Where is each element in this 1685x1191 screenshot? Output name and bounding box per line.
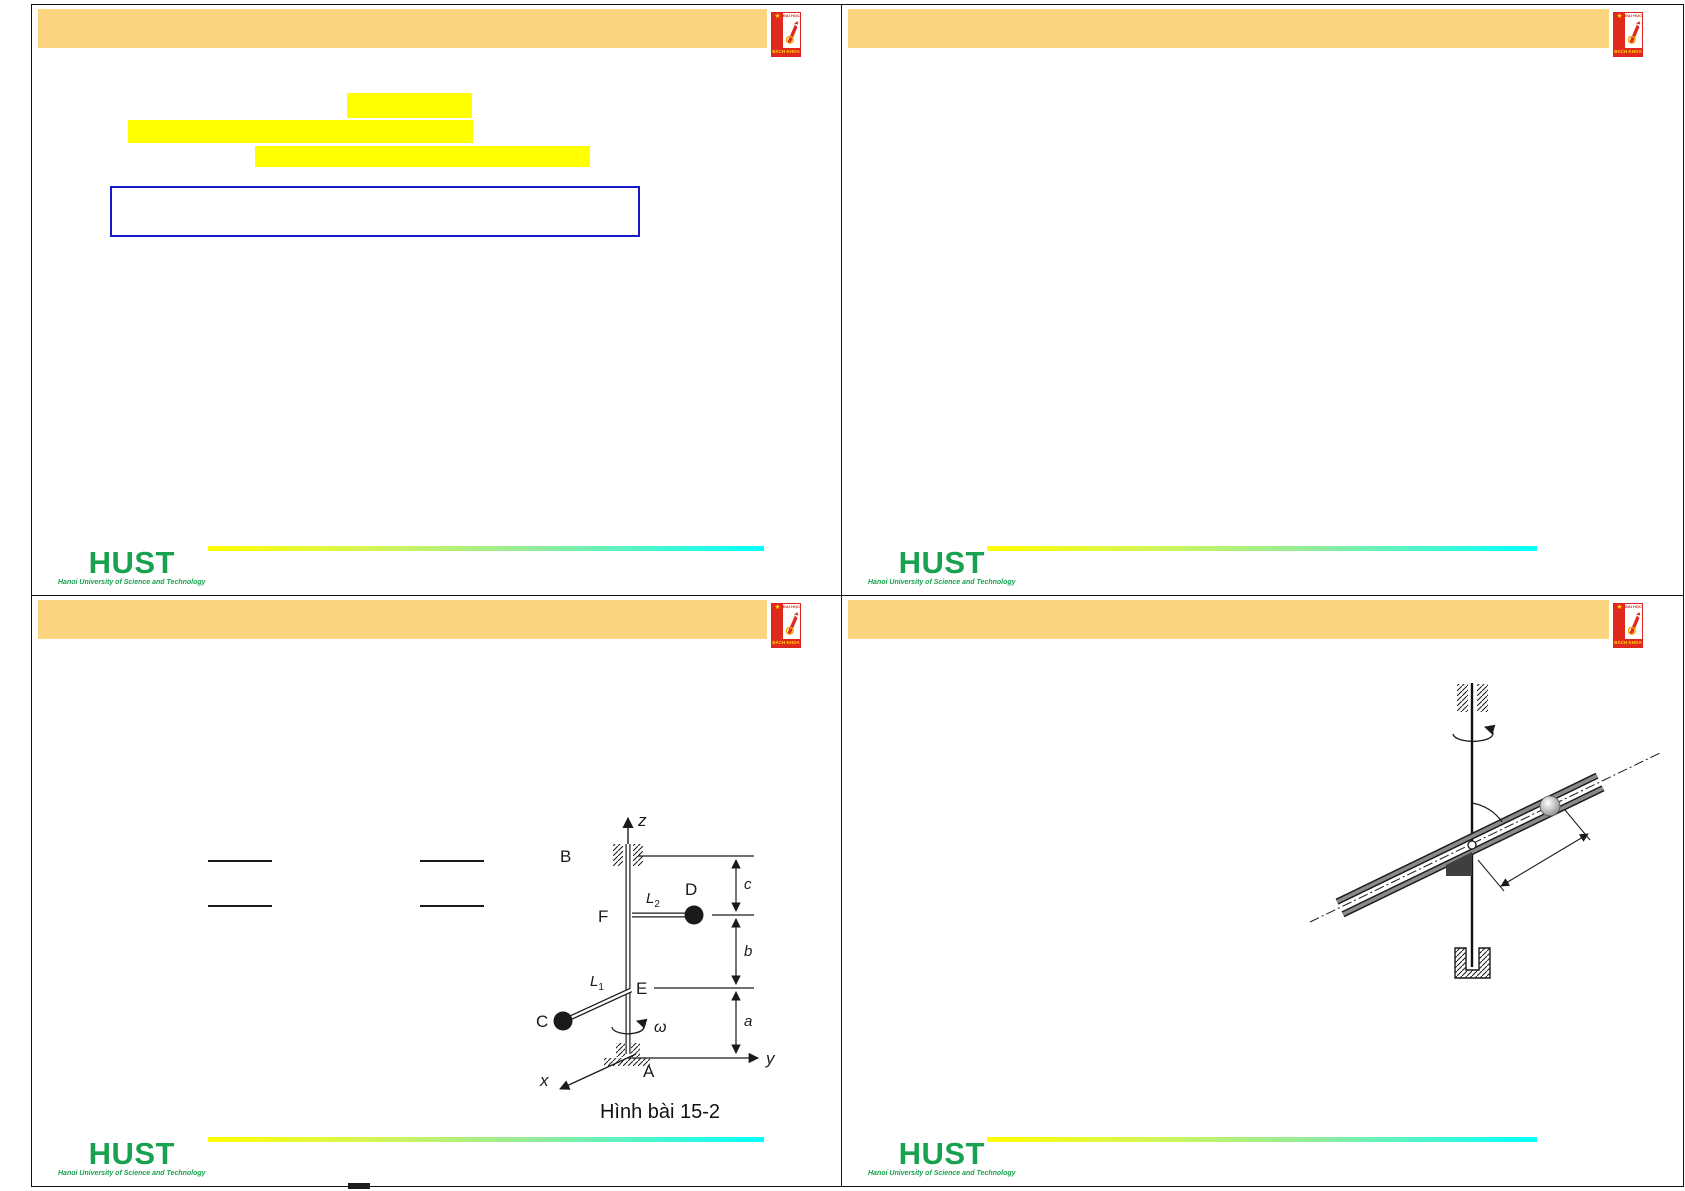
label-x-axis: x bbox=[539, 1071, 549, 1090]
slide-title-bar bbox=[38, 9, 767, 48]
slide-3: ★ ĐẠI HỌC BÁCH KHOA bbox=[32, 596, 842, 1186]
emblem-bottom-label: BÁCH KHOA bbox=[1614, 639, 1642, 647]
hust-tagline: Hanoi University of Science and Technolo… bbox=[868, 1170, 1016, 1177]
label-point-B: B bbox=[560, 847, 571, 866]
emblem-top-label: ĐẠI HỌC bbox=[1625, 604, 1642, 609]
tower-pen-icon bbox=[785, 612, 799, 635]
tower-pen-icon bbox=[785, 21, 799, 44]
hust-acronym: HUST bbox=[88, 545, 175, 581]
hust-tagline: Hanoi University of Science and Technolo… bbox=[868, 579, 1016, 586]
emblem-bottom-label: BÁCH KHOA bbox=[772, 639, 800, 647]
pivot-point bbox=[1467, 840, 1477, 850]
ball-C bbox=[553, 1011, 573, 1031]
emblem-top-label: ĐẠI HỌC bbox=[783, 604, 800, 609]
emblem-bottom-label: BÁCH KHOA bbox=[1614, 48, 1642, 56]
label-z-axis: z bbox=[637, 811, 647, 830]
highlight-bar-3 bbox=[255, 146, 590, 167]
emblem-red-strip: ★ bbox=[772, 13, 783, 50]
rod-L2-letter: L bbox=[646, 890, 654, 907]
tower-pen-icon bbox=[1627, 21, 1641, 44]
bach-khoa-emblem: ★ ĐẠI HỌC BÁCH KHOA bbox=[771, 603, 801, 648]
label-point-D: D bbox=[685, 880, 697, 899]
star-icon: ★ bbox=[1616, 604, 1623, 611]
label-rod-L1: L1 bbox=[590, 973, 604, 993]
tower-pen-icon bbox=[1627, 612, 1641, 635]
rod-L2-sub: 2 bbox=[654, 899, 660, 910]
answer-box bbox=[110, 186, 640, 237]
rod-L1-sub: 1 bbox=[598, 982, 604, 993]
bach-khoa-emblem: ★ ĐẠI HỌC BÁCH KHOA bbox=[1613, 12, 1643, 57]
emblem-red-strip: ★ bbox=[772, 604, 783, 641]
label-point-E: E bbox=[636, 979, 647, 998]
star-icon: ★ bbox=[774, 604, 781, 611]
label-y-axis: y bbox=[765, 1049, 776, 1068]
emblem-red-strip: ★ bbox=[1614, 13, 1625, 50]
fill-in-blank-line bbox=[420, 905, 484, 907]
footer-gradient-line bbox=[208, 546, 764, 551]
ball-in-tube bbox=[1539, 795, 1561, 817]
rod-L1-letter: L bbox=[590, 973, 598, 990]
figure-rotating-shaft-tube bbox=[1309, 683, 1661, 979]
hust-tagline: Hanoi University of Science and Technolo… bbox=[58, 1170, 206, 1177]
hust-logo: HUST Hanoi University of Science and Tec… bbox=[868, 545, 1016, 586]
label-rod-L2: L2 bbox=[646, 890, 660, 910]
slide-2: ★ ĐẠI HỌC BÁCH KHOA HUST Hanoi Universit… bbox=[842, 5, 1683, 596]
emblem-body: ĐẠI HỌC bbox=[1625, 13, 1642, 50]
footer-gradient-line bbox=[208, 1137, 764, 1142]
emblem-bottom-label: BÁCH KHOA bbox=[772, 48, 800, 56]
fill-in-blank-line bbox=[208, 905, 272, 907]
bach-khoa-emblem: ★ ĐẠI HỌC BÁCH KHOA bbox=[1613, 603, 1643, 648]
label-dim-b: b bbox=[744, 943, 752, 960]
emblem-top-label: ĐẠI HỌC bbox=[1625, 13, 1642, 18]
label-omega: ω bbox=[654, 1019, 666, 1036]
highlight-bar-1 bbox=[347, 93, 472, 118]
emblem-body: ĐẠI HỌC bbox=[783, 604, 800, 641]
label-point-C: C bbox=[536, 1012, 548, 1031]
star-icon: ★ bbox=[774, 13, 781, 20]
scan-artifact bbox=[348, 1183, 370, 1189]
hust-acronym: HUST bbox=[898, 1136, 985, 1172]
bach-khoa-emblem: ★ ĐẠI HỌC BÁCH KHOA bbox=[771, 12, 801, 57]
slide-title-bar bbox=[38, 600, 767, 639]
hust-logo: HUST Hanoi University of Science and Tec… bbox=[58, 545, 206, 586]
slide-title-bar bbox=[848, 9, 1609, 48]
footer-gradient-line bbox=[987, 1137, 1537, 1142]
fill-in-blank-line bbox=[208, 860, 272, 862]
emblem-red-strip: ★ bbox=[1614, 604, 1625, 641]
star-icon: ★ bbox=[1616, 13, 1623, 20]
highlight-bar-2 bbox=[128, 120, 473, 143]
slide-title-bar bbox=[848, 600, 1609, 639]
support-wedge bbox=[1446, 852, 1472, 876]
hust-logo: HUST Hanoi University of Science and Tec… bbox=[58, 1136, 206, 1177]
hust-acronym: HUST bbox=[898, 545, 985, 581]
slide-1: ★ ĐẠI HỌC BÁCH KHOA HUST Hanoi Universit… bbox=[32, 5, 842, 596]
emblem-body: ĐẠI HỌC bbox=[783, 13, 800, 50]
ball-D bbox=[684, 905, 704, 925]
handout-sheet: ★ ĐẠI HỌC BÁCH KHOA HUST Hanoi Universit… bbox=[31, 4, 1684, 1187]
footer-gradient-line bbox=[987, 546, 1537, 551]
hust-logo: HUST Hanoi University of Science and Tec… bbox=[868, 1136, 1016, 1177]
figure-caption: Hình bài 15-2 bbox=[599, 1101, 721, 1123]
hust-acronym: HUST bbox=[88, 1136, 175, 1172]
label-point-A: A bbox=[643, 1062, 655, 1081]
hust-tagline: Hanoi University of Science and Technolo… bbox=[58, 579, 206, 586]
fill-in-blank-line bbox=[420, 860, 484, 862]
emblem-body: ĐẠI HỌC bbox=[1625, 604, 1642, 641]
label-dim-a: a bbox=[744, 1013, 752, 1030]
slide-4: ★ ĐẠI HỌC BÁCH KHOA bbox=[842, 596, 1683, 1186]
label-dim-c: c bbox=[744, 876, 752, 893]
figure-15-2-mechanism: z B c b a D bbox=[536, 811, 776, 1090]
label-point-F: F bbox=[598, 907, 608, 926]
emblem-top-label: ĐẠI HỌC bbox=[783, 13, 800, 18]
